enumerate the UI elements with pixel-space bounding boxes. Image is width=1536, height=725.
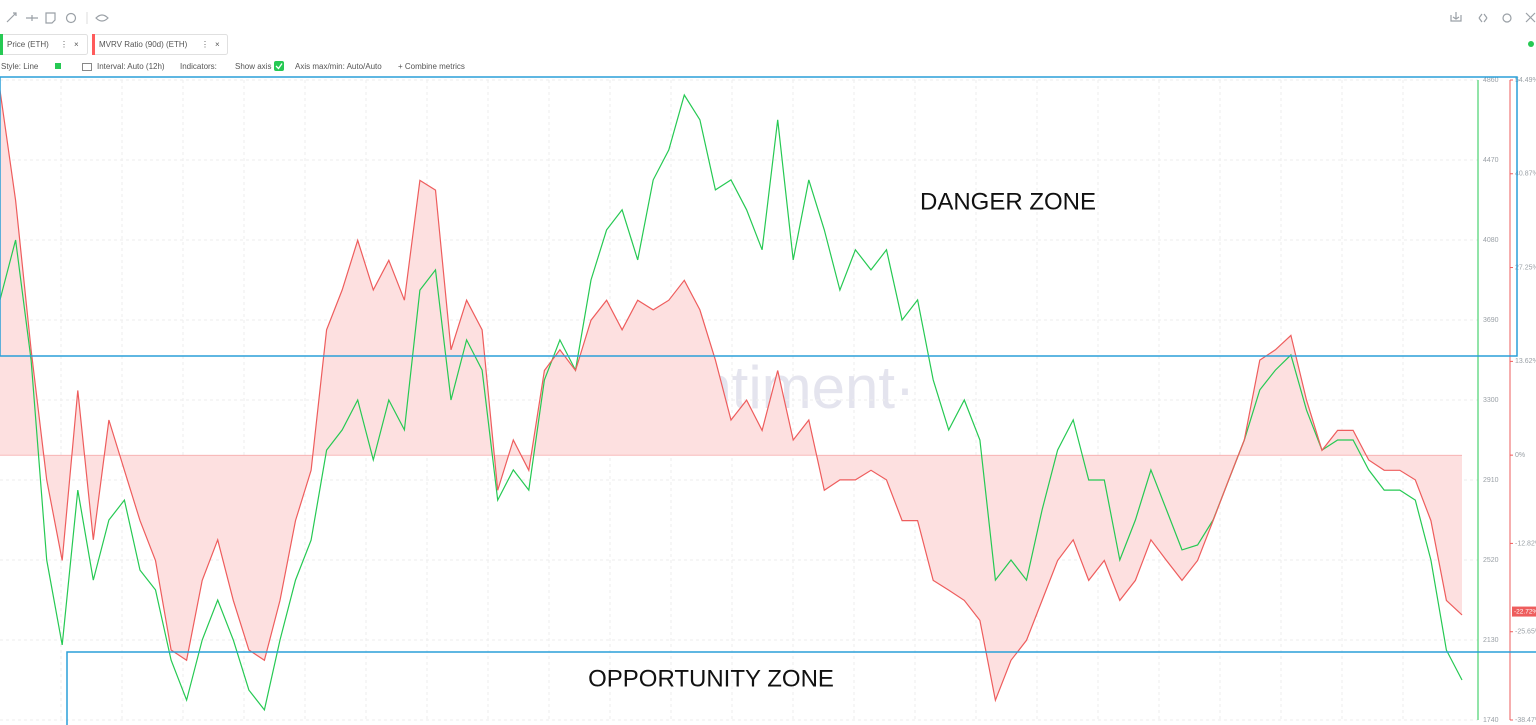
tab-color (0, 34, 3, 55)
y-tick-label: 3300 (1483, 397, 1499, 404)
line-tool-icon[interactable] (6, 12, 17, 23)
show-axis-checkbox[interactable] (274, 61, 284, 71)
settings-icon[interactable] (1502, 13, 1512, 23)
toolbar (6, 12, 1536, 47)
y2-tick-label: 54.49% (1515, 77, 1536, 84)
y-tick-label: 2130 (1483, 637, 1499, 644)
style-setting[interactable]: Style: Line (1, 62, 39, 71)
danger-zone-box (0, 76, 1518, 357)
opportunity-zone-box (66, 651, 1536, 725)
calendar-icon (82, 63, 92, 71)
combine-metrics[interactable]: + Combine metrics (398, 62, 465, 71)
y2-tick-label: 0% (1515, 452, 1525, 459)
y-tick-label: 4470 (1483, 157, 1499, 164)
tab-menu[interactable]: ⋮ (60, 40, 68, 49)
status-dot (1528, 41, 1534, 47)
plot: ·santiment·17402130252029103300369040804… (0, 77, 1536, 724)
note-icon[interactable] (45, 12, 56, 24)
last-value-label: -22.72% (1514, 608, 1536, 615)
y-tick-label: 2520 (1483, 557, 1499, 564)
tab-close[interactable]: × (74, 40, 79, 49)
emoji-icon[interactable] (65, 12, 77, 24)
metric-tabs: Price (ETH) ⋮ × MVRV Ratio (90d) (ETH) ⋮… (0, 34, 228, 55)
series-line (0, 90, 1463, 703)
area (0, 90, 1462, 701)
download-icon[interactable] (1450, 12, 1462, 22)
y2-tick-label: -12.82% (1515, 540, 1536, 547)
interval-setting[interactable]: Interval: Auto (12h) (97, 62, 165, 71)
color-swatch[interactable] (55, 63, 61, 69)
show-axis-setting: Show axis (235, 62, 271, 71)
tab-menu[interactable]: ⋮ (201, 40, 209, 49)
settings-row: Style: Line Interval: Auto (12h) Indicat… (1, 61, 465, 71)
tab-color (92, 34, 95, 55)
y-tick-label: 1740 (1483, 717, 1499, 724)
y-tick-label: 3690 (1483, 317, 1499, 324)
y-tick-label: 2910 (1483, 477, 1499, 484)
y2-tick-label: -25.65% (1515, 629, 1536, 636)
y-tick-label: 4860 (1483, 77, 1499, 84)
tab-close[interactable]: × (215, 40, 220, 49)
y2-tick-label: 40.87% (1515, 171, 1536, 178)
axis-setting[interactable]: Axis max/min: Auto/Auto (295, 62, 382, 71)
checkmark (275, 63, 283, 70)
annotation: OPPORTUNITY ZONE (588, 665, 834, 692)
embed-icon[interactable] (1478, 13, 1488, 23)
y2-tick-label: -38.47% (1515, 717, 1536, 724)
eye-icon[interactable] (95, 14, 109, 22)
y2-tick-label: 13.62% (1515, 358, 1536, 365)
annotation: DANGER ZONE (920, 188, 1096, 215)
y2-tick-label: 27.25% (1515, 264, 1536, 271)
indicators-setting[interactable]: Indicators: (180, 62, 217, 71)
tab-label: MVRV Ratio (90d) (ETH) (99, 40, 188, 49)
close-icon[interactable] (1525, 12, 1536, 23)
hline-tool-icon[interactable] (26, 15, 38, 21)
y-tick-label: 4080 (1483, 237, 1499, 244)
last-value-badge (1512, 606, 1536, 617)
tab-label: Price (ETH) (7, 40, 49, 49)
